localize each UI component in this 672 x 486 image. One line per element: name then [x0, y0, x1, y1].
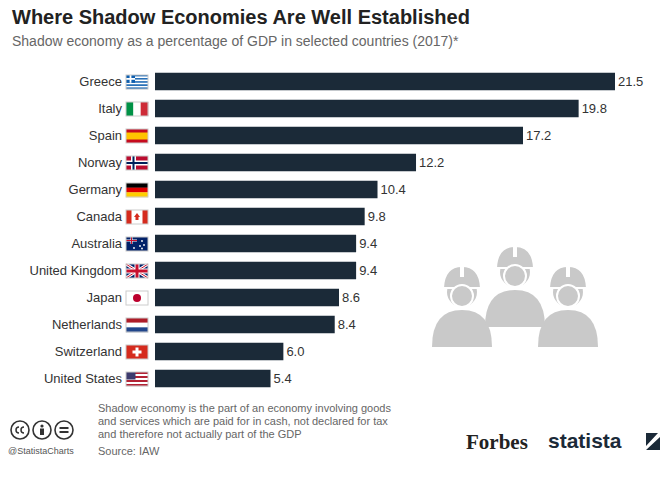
html-text:Forbes: Forbes — [466, 430, 528, 454]
svg-text:19.8: 19.8 — [582, 101, 607, 116]
svg-text:9.4: 9.4 — [359, 236, 377, 251]
svg-text:21.5: 21.5 — [618, 74, 643, 89]
svg-text:Netherlands: Netherlands — [52, 317, 123, 332]
svg-text:6.0: 6.0 — [286, 344, 304, 359]
svg-text:United States: United States — [44, 371, 123, 386]
svg-text:12.2: 12.2 — [419, 155, 444, 170]
html-text:@StatistaCharts: @StatistaCharts — [8, 446, 74, 456]
svg-text:17.2: 17.2 — [526, 128, 551, 143]
svg-text:Canada: Canada — [76, 209, 122, 224]
html-text:Shadow economy is the part of: Shadow economy is the part of an economy… — [98, 402, 391, 440]
svg-text:Germany: Germany — [69, 182, 123, 197]
svg-text:5.4: 5.4 — [274, 371, 292, 386]
svg-text:9.4: 9.4 — [359, 263, 377, 278]
svg-text:Spain: Spain — [89, 128, 122, 143]
svg-text:8.4: 8.4 — [338, 317, 356, 332]
svg-text:United Kingdom: United Kingdom — [30, 263, 123, 278]
svg-text:Switzerland: Switzerland — [55, 344, 122, 359]
html-text:Source: IAW: Source: IAW — [98, 445, 160, 457]
svg-text:9.8: 9.8 — [368, 209, 386, 224]
html-text:statista: statista — [548, 429, 622, 452]
svg-text:8.6: 8.6 — [342, 290, 360, 305]
svg-text:Japan: Japan — [87, 290, 122, 305]
svg-text:Greece: Greece — [79, 74, 122, 89]
html-text:Where Shadow Economies Are Wel: Where Shadow Economies Are Well Establis… — [12, 6, 470, 28]
html-text:Shadow economy as a percentage: Shadow economy as a percentage of GDP in… — [12, 33, 459, 49]
svg-text:Australia: Australia — [71, 236, 122, 251]
svg-text:Italy: Italy — [98, 101, 122, 116]
svg-text:10.4: 10.4 — [381, 182, 406, 197]
svg-text:Norway: Norway — [78, 155, 123, 170]
